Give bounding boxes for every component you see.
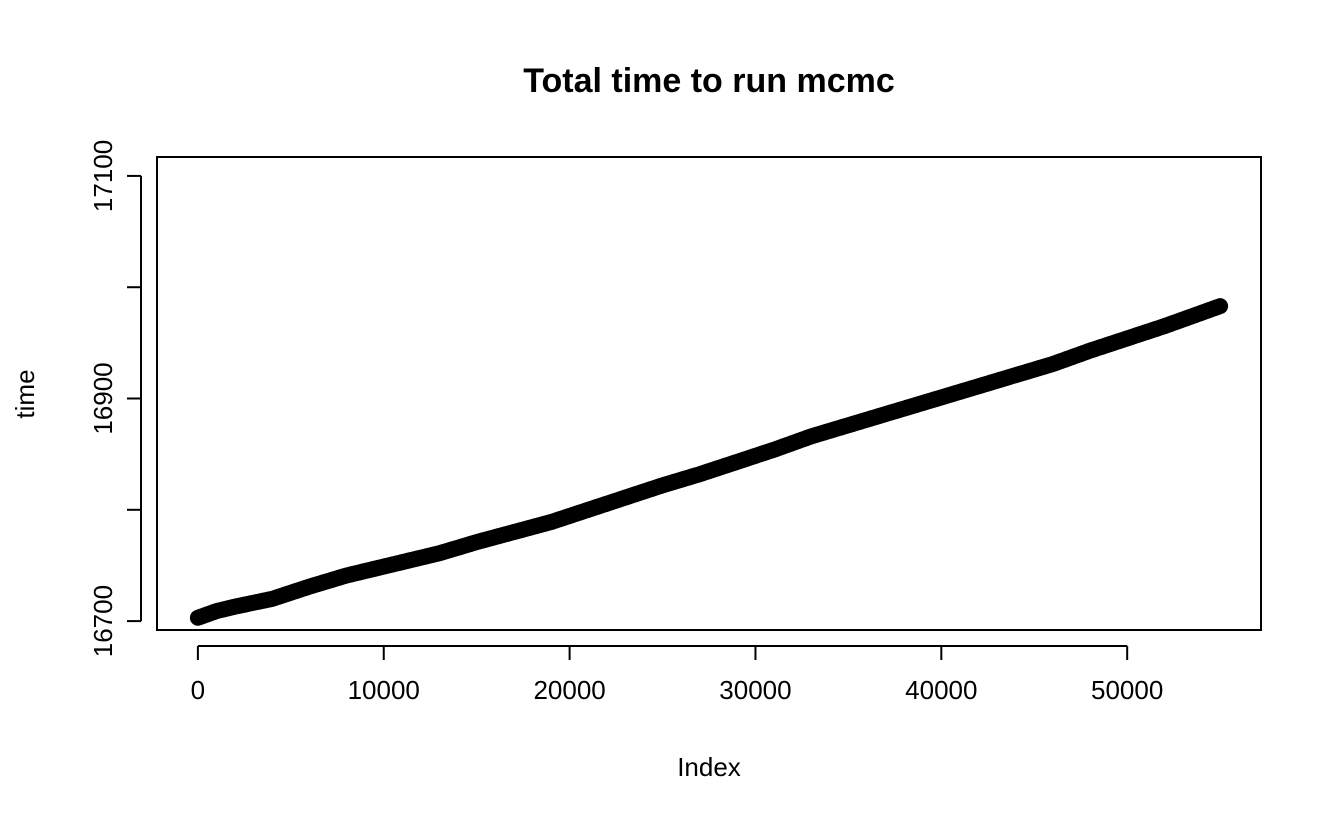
x-tick-label: 0 — [191, 675, 205, 705]
x-tick-label: 40000 — [905, 675, 977, 705]
data-point — [1212, 298, 1229, 315]
y-axis-label: time — [10, 369, 40, 418]
y-tick-label: 16700 — [88, 585, 118, 657]
chart-title: Total time to run mcmc — [523, 62, 895, 100]
y-tick-label: 16900 — [88, 362, 118, 434]
x-tick-label: 20000 — [533, 675, 605, 705]
y-tick-label: 17100 — [88, 140, 118, 212]
x-tick-label: 10000 — [348, 675, 420, 705]
plot-frame — [156, 156, 1262, 631]
x-tick-label: 30000 — [719, 675, 791, 705]
x-axis: 0 10000 20000 30000 40000 50000 — [191, 645, 1163, 705]
y-axis: 16700 16900 17100 — [88, 140, 142, 657]
data-points — [189, 298, 1229, 626]
x-axis-label: Index — [677, 752, 741, 782]
x-tick-label: 50000 — [1091, 675, 1163, 705]
